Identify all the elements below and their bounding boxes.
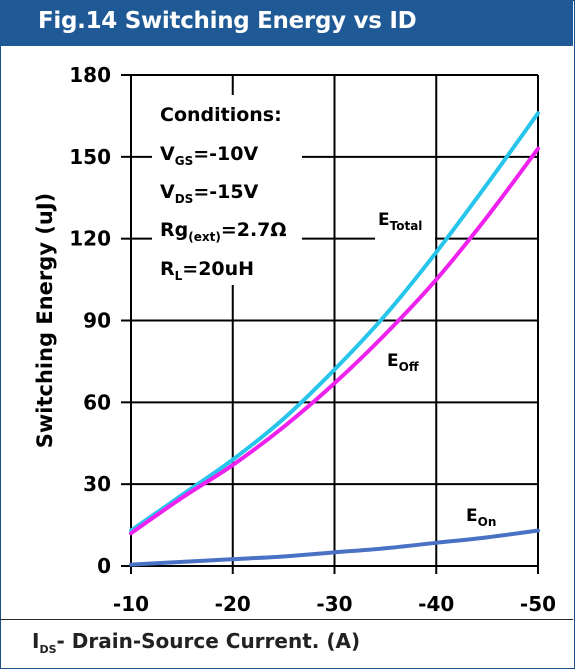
figure-header: Fig.14 Switching Energy vs ID <box>0 0 573 46</box>
y-tick-label: 30 <box>83 472 111 496</box>
condition-vds: VDS=-15V <box>160 181 258 206</box>
series-line-off <box>129 146 540 536</box>
condition-vgs-value: =-10V <box>193 143 259 165</box>
label-backdrop <box>383 348 425 380</box>
series-line-on <box>129 528 540 567</box>
conditions-heading: Conditions: <box>160 104 282 126</box>
x-tick-label: -50 <box>520 592 556 616</box>
x-axis-caption-sub: DS <box>39 643 57 656</box>
condition-rl-sub: L <box>174 269 183 283</box>
condition-vgs-main: V <box>160 143 175 165</box>
label-e-off-main: E <box>387 351 399 371</box>
label-backdrop <box>375 208 435 240</box>
condition-rl-value: =20uH <box>182 258 255 280</box>
y-tick-label: 150 <box>69 145 111 169</box>
label-e-total-sub: Total <box>389 219 423 233</box>
series-line-total <box>129 111 540 533</box>
condition-vgs-sub: GS <box>174 154 194 168</box>
y-tick-label: 120 <box>69 227 111 251</box>
label-e-on-main: E <box>466 506 478 526</box>
y-tick-label: 0 <box>97 554 111 578</box>
condition-rg-main: Rg <box>160 219 189 241</box>
condition-rl-main: R <box>160 258 175 280</box>
label-e-total-main: E <box>378 210 390 230</box>
x-axis-caption: IDS- Drain-Source Current. (A) <box>32 629 360 656</box>
condition-rg: Rg(ext)=2.7Ω <box>160 219 287 244</box>
label-e-total: ETotal <box>378 210 422 233</box>
y-tick-label: 60 <box>83 390 111 414</box>
x-tick-label: -30 <box>316 592 352 616</box>
label-backdrop <box>462 503 506 533</box>
condition-rg-sub: (ext) <box>188 230 221 244</box>
x-tick-label: -40 <box>418 592 454 616</box>
figure-title: Fig.14 Switching Energy vs ID <box>38 8 417 34</box>
condition-vds-sub: DS <box>174 192 194 206</box>
y-tick-label: 180 <box>69 63 111 87</box>
condition-rl: RL=20uH <box>160 258 254 283</box>
footer-divider <box>0 619 573 620</box>
label-e-off: EOff <box>387 351 419 374</box>
label-e-on: EOn <box>466 506 496 529</box>
x-axis-caption-text: - Drain-Source Current. (A) <box>56 629 361 653</box>
label-backdrop <box>152 95 302 285</box>
x-tick-label: -20 <box>215 592 251 616</box>
switching-energy-chart: 0 30 60 90 120 150 180 -10 -20 -30 -40 -50 Switching… <box>33 63 556 616</box>
condition-vds-value: =-15V <box>193 181 259 203</box>
y-tick-label: 90 <box>83 309 111 333</box>
y-axis-label: Switching Energy (uJ) <box>33 193 57 449</box>
label-e-off-sub: Off <box>398 360 419 374</box>
label-e-on-sub: On <box>477 515 497 529</box>
condition-vgs: VGS=-10V <box>160 143 258 168</box>
condition-vds-main: V <box>160 181 175 203</box>
condition-rg-value: =2.7Ω <box>220 219 287 241</box>
x-tick-label: -10 <box>113 592 149 616</box>
x-axis-caption-main: I <box>32 629 40 653</box>
